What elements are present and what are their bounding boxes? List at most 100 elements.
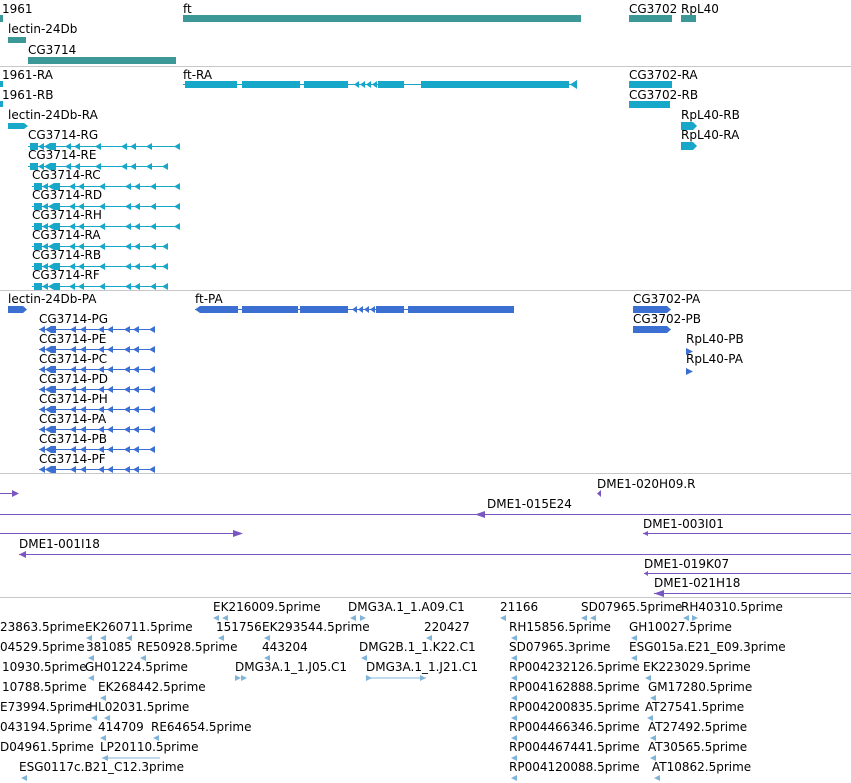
est-label[interactable]: 10930.5prime <box>2 660 87 674</box>
protein-label[interactable]: RpL40-PB <box>686 332 744 346</box>
transcript-label[interactable]: 1961-RB <box>2 88 54 102</box>
protein-label[interactable]: CG3714-PE <box>39 332 107 346</box>
transcript-label[interactable]: CG3714-RC <box>32 168 101 182</box>
est-label[interactable]: E73994.5prime <box>0 700 93 714</box>
est-label[interactable]: GH01224.5prime <box>85 660 188 674</box>
gene-feature[interactable] <box>183 15 581 22</box>
est-label[interactable]: 21166 <box>500 600 539 614</box>
transcript-glyphs <box>0 80 697 290</box>
clone-label[interactable]: DME1-001I18 <box>19 537 100 551</box>
est-label[interactable]: SD07965.5prime <box>581 600 683 614</box>
protein-label[interactable]: CG3702-PA <box>633 292 701 306</box>
gene-label[interactable]: CG3702 <box>629 2 678 16</box>
transcript-label[interactable]: CG3714-RB <box>32 248 102 262</box>
est-label[interactable]: 04529.5prime <box>0 640 85 654</box>
est-label[interactable]: EK260711.5prime <box>85 620 193 634</box>
clone-label[interactable]: DME1-015E24 <box>487 497 572 511</box>
est-label[interactable]: DMG3A.1_1.J21.C1 <box>366 660 479 674</box>
transcript-label[interactable]: CG3714-RF <box>32 268 100 282</box>
gene-feature[interactable] <box>0 15 3 22</box>
gene-label[interactable]: 1961 <box>2 2 33 16</box>
gene-label[interactable]: CG3714 <box>28 43 77 57</box>
protein-label[interactable]: CG3714-PG <box>39 312 109 326</box>
est-label[interactable]: RE50928.5prime <box>137 640 238 654</box>
est-label[interactable]: RH40310.5prime <box>681 600 783 614</box>
protein-track: lectin-24Db-PA CG3714-PG CG3714-PE CG371… <box>0 290 851 474</box>
clone-label[interactable]: DME1-020H09.R <box>597 477 696 491</box>
est-label[interactable]: GH10027.5prime <box>629 620 732 634</box>
clone-label[interactable]: DME1-003I01 <box>643 517 724 531</box>
est-label[interactable]: 220427 <box>424 620 470 634</box>
transcript-label[interactable]: CG3714-RA <box>32 228 101 242</box>
est-label[interactable]: 414709 <box>98 720 144 734</box>
protein-label[interactable]: lectin-24Db-PA <box>8 292 97 306</box>
est-label[interactable]: EK268442.5prime <box>98 680 206 694</box>
est-label[interactable]: DMG2B.1_1.K22.C1 <box>359 640 476 654</box>
gene-feature[interactable] <box>681 15 696 22</box>
transcript-label[interactable]: CG3714-RD <box>32 188 103 202</box>
transcript-label[interactable]: RpL40-RB <box>681 108 740 122</box>
est-label[interactable]: RP004466346.5prime <box>509 720 640 734</box>
transcript-label[interactable]: CG3714-RE <box>28 148 97 162</box>
est-label[interactable]: EK223029.5prime <box>643 660 751 674</box>
est-label[interactable]: EK216009.5prime <box>213 600 321 614</box>
protein-glyphs <box>8 306 693 473</box>
est-label[interactable]: 443204 <box>262 640 308 654</box>
est-label[interactable]: GM17280.5prime <box>648 680 753 694</box>
transcript-label[interactable]: CG3702-RB <box>629 88 699 102</box>
gene-label[interactable]: lectin-24Db <box>8 22 78 36</box>
gene-track: 1961 lectin-24Db CG3714 ft CG3702 RpL40 <box>0 0 851 66</box>
est-label[interactable]: RP004120088.5prime <box>509 760 640 774</box>
est-label[interactable]: 151756 <box>216 620 262 634</box>
transcript-label[interactable]: ft-RA <box>183 68 213 82</box>
est-label[interactable]: ESG015a.E21_E09.3prime <box>629 640 786 654</box>
protein-label[interactable]: ft-PA <box>195 292 223 306</box>
protein-label[interactable]: CG3702-PB <box>633 312 702 326</box>
gene-label[interactable]: ft <box>183 2 192 16</box>
est-label[interactable]: 381085 <box>86 640 132 654</box>
protein-label[interactable]: CG3714-PF <box>39 452 106 466</box>
gene-feature[interactable] <box>629 15 672 22</box>
est-label[interactable]: RE64654.5prime <box>151 720 252 734</box>
est-label[interactable]: LP20110.5prime <box>100 740 199 754</box>
transcript-label[interactable]: 1961-RA <box>2 68 53 82</box>
est-label[interactable]: AT27492.5prime <box>648 720 748 734</box>
transcript-label[interactable]: CG3702-RA <box>629 68 698 82</box>
est-label[interactable]: DMG3A.1_1.A09.C1 <box>348 600 465 614</box>
est-track: EK216009.5prime DMG3A.1_1.A09.C1 21166 S… <box>0 597 851 783</box>
est-label[interactable]: 23863.5prime <box>0 620 85 634</box>
est-label[interactable]: 10788.5prime <box>2 680 87 694</box>
protein-label[interactable]: CG3714-PB <box>39 432 108 446</box>
clone-label[interactable]: DME1-021H18 <box>654 576 741 590</box>
gene-feature[interactable] <box>28 57 176 64</box>
est-label[interactable]: RP004200835.5prime <box>509 700 640 714</box>
est-label[interactable]: 043194.5prime <box>0 720 93 734</box>
est-label[interactable]: D04961.5prime <box>0 740 94 754</box>
est-label[interactable]: RP004232126.5prime <box>509 660 640 674</box>
clone-track: DME1-020H09.R DME1-015E24 DME1-003I01 DM… <box>0 473 851 598</box>
est-label[interactable]: ESG0117c.B21_C12.3prime <box>19 760 185 774</box>
est-label[interactable]: RH15856.5prime <box>509 620 611 634</box>
est-label[interactable]: RP004467441.5prime <box>509 740 640 754</box>
est-label[interactable]: HL02031.5prime <box>89 700 190 714</box>
est-label[interactable]: SD07965.3prime <box>509 640 611 654</box>
transcript-label[interactable]: CG3714-RH <box>32 208 102 222</box>
transcript-label[interactable]: RpL40-RA <box>681 128 740 142</box>
protein-label[interactable]: RpL40-PA <box>686 352 743 366</box>
est-label[interactable]: AT27541.5prime <box>645 700 745 714</box>
est-label[interactable]: DMG3A.1_1.J05.C1 <box>235 660 348 674</box>
gene-feature[interactable] <box>8 37 26 43</box>
protein-label[interactable]: CG3714-PC <box>39 352 108 366</box>
protein-label[interactable]: CG3714-PD <box>39 372 109 386</box>
transcript-track: 1961-RA 1961-RB lectin-24Db-RA CG3714-RG… <box>0 66 851 291</box>
clone-label[interactable]: DME1-019K07 <box>644 557 730 571</box>
gene-label[interactable]: RpL40 <box>681 2 719 16</box>
est-label[interactable]: RP004162888.5prime <box>509 680 640 694</box>
protein-label[interactable]: CG3714-PA <box>39 412 107 426</box>
est-label[interactable]: AT10862.5prime <box>652 760 752 774</box>
est-label[interactable]: EK293544.5prime <box>262 620 370 634</box>
protein-label[interactable]: CG3714-PH <box>39 392 108 406</box>
transcript-label[interactable]: lectin-24Db-RA <box>8 108 98 122</box>
transcript-label[interactable]: CG3714-RG <box>28 128 99 142</box>
est-label[interactable]: AT30565.5prime <box>648 740 748 754</box>
